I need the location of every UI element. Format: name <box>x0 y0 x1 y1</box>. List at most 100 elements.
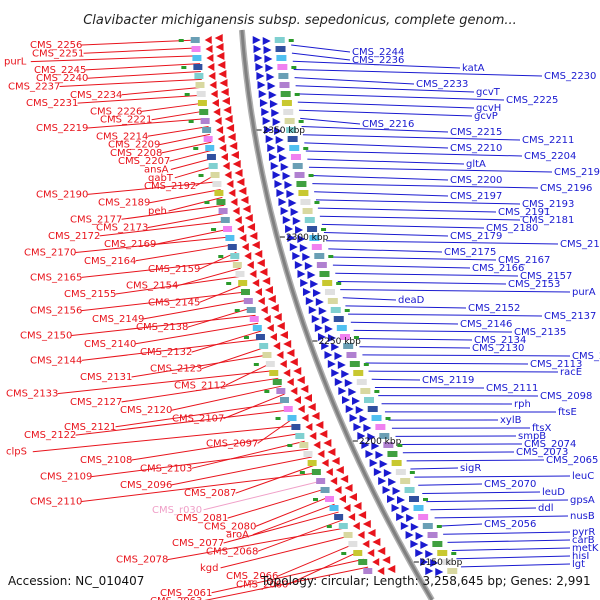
gene-label-left: CMS_2122 <box>24 430 76 441</box>
forward-gene-arrow <box>387 495 396 503</box>
gene-label-left: CMS_2177 <box>70 214 122 225</box>
label-connector-left <box>57 369 276 395</box>
reverse-gene-arrow <box>234 216 242 224</box>
gene-label-left: CMS_2226 <box>90 106 142 117</box>
feature-block <box>324 289 335 295</box>
reverse-gene-arrow <box>270 304 279 312</box>
label-connector-right <box>323 232 449 237</box>
gene-label-right: CMS_2180 <box>486 223 538 234</box>
reverse-gene-arrow <box>293 367 302 375</box>
label-connector-right <box>307 158 465 165</box>
label-connector-right <box>319 215 521 221</box>
forward-gene-arrow <box>388 478 397 486</box>
label-connector-left <box>121 86 203 96</box>
label-connector-left <box>171 385 282 411</box>
feature-block <box>296 181 307 187</box>
reverse-gene-arrow <box>217 135 225 143</box>
gene-label-right: CMS_2070 <box>484 479 536 490</box>
gene-label-right: gpsA <box>570 495 595 506</box>
label-connector-right <box>296 93 505 101</box>
gene-label-left: CMS_2145 <box>148 297 200 308</box>
gene-label-right: CMS_2166 <box>472 263 524 274</box>
label-connector-left <box>225 362 273 386</box>
reverse-gene-arrow <box>301 414 309 422</box>
label-connector-left <box>159 133 210 146</box>
reverse-gene-arrow <box>304 394 312 402</box>
forward-gene-arrow <box>338 387 347 395</box>
forward-gene-arrow <box>405 531 414 539</box>
feature-block <box>316 262 327 268</box>
label-connector-right <box>295 85 475 93</box>
reverse-gene-arrow <box>209 81 217 89</box>
forward-gene-arrow <box>317 333 326 341</box>
label-connector-right <box>291 44 351 53</box>
label-connector-left <box>121 377 279 403</box>
reverse-gene-arrow <box>216 52 225 60</box>
reverse-gene-arrow <box>297 405 305 413</box>
feature-block <box>304 217 315 223</box>
gene-label-left: kgd <box>200 563 219 574</box>
forward-gene-arrow <box>284 181 293 189</box>
reverse-gene-arrow <box>218 70 227 78</box>
reverse-gene-arrow <box>279 360 287 368</box>
reverse-gene-arrow <box>331 457 340 465</box>
feature-block <box>348 541 358 547</box>
forward-gene-arrow <box>327 334 336 342</box>
forward-gene-arrow <box>342 396 350 404</box>
reverse-gene-arrow <box>319 430 328 438</box>
label-connector-left <box>32 425 298 453</box>
feature-block <box>218 208 228 214</box>
reverse-gene-arrow <box>362 520 371 528</box>
label-connector-right <box>294 77 415 85</box>
reverse-gene-arrow <box>290 387 298 395</box>
gene-label-left: CMS_2245 <box>34 65 86 76</box>
forward-gene-arrow <box>415 532 424 540</box>
feature-block <box>216 199 226 205</box>
label-connector-right <box>310 174 449 181</box>
reverse-gene-arrow <box>224 171 232 179</box>
label-connector-right <box>348 313 543 317</box>
feature-block <box>307 226 318 232</box>
label-connector-right <box>304 142 449 149</box>
gene-label-left: CMS_2192 <box>144 181 196 192</box>
forward-gene-arrow <box>299 244 308 252</box>
reverse-gene-arrow <box>377 547 386 555</box>
label-connector-right <box>414 475 571 478</box>
feature-block <box>220 217 230 223</box>
feature-block <box>371 415 382 421</box>
reverse-gene-arrow <box>327 448 336 456</box>
kbp-marker-label: 2150 kbp <box>420 558 463 568</box>
label-connector-right <box>443 531 571 535</box>
reverse-gene-arrow <box>382 556 391 564</box>
label-connector-right <box>438 523 483 527</box>
gene-label-left: CMS_2231 <box>26 98 78 109</box>
forward-gene-arrow <box>406 514 415 522</box>
feature-block <box>252 325 262 331</box>
forward-gene-arrow <box>278 154 287 162</box>
label-connector-right <box>399 443 523 446</box>
gene-label-right: CMS_2236 <box>352 55 404 66</box>
feature-block <box>295 433 305 439</box>
gene-label-left: CMS_2066 <box>226 571 278 582</box>
gene-label-left: CMS_2173 <box>96 223 148 234</box>
label-connector-left <box>87 118 208 129</box>
gene-label-left: CMS_2156 <box>30 306 82 317</box>
feature-block <box>274 37 285 43</box>
feature-tick <box>397 444 403 447</box>
label-connector-left <box>77 94 204 104</box>
gene-label-right: lgt <box>572 559 585 570</box>
label-connector-left <box>155 228 231 245</box>
gene-label-right: CMS_2193 <box>522 199 574 210</box>
gene-label-right: CMS_2157 <box>520 271 572 282</box>
gene-label-left: CMS_2240 <box>36 73 88 84</box>
forward-gene-arrow <box>371 442 380 450</box>
forward-gene-arrow <box>267 82 276 90</box>
label-connector-right <box>317 207 497 213</box>
feature-block <box>302 208 313 214</box>
feature-block <box>356 379 367 385</box>
feature-block <box>400 478 411 484</box>
map-title: Clavibacter michiganensis subsp. sepedon… <box>83 13 517 28</box>
label-connector-left <box>91 448 309 478</box>
label-connector-right <box>345 305 467 309</box>
reverse-gene-arrow <box>227 133 236 141</box>
